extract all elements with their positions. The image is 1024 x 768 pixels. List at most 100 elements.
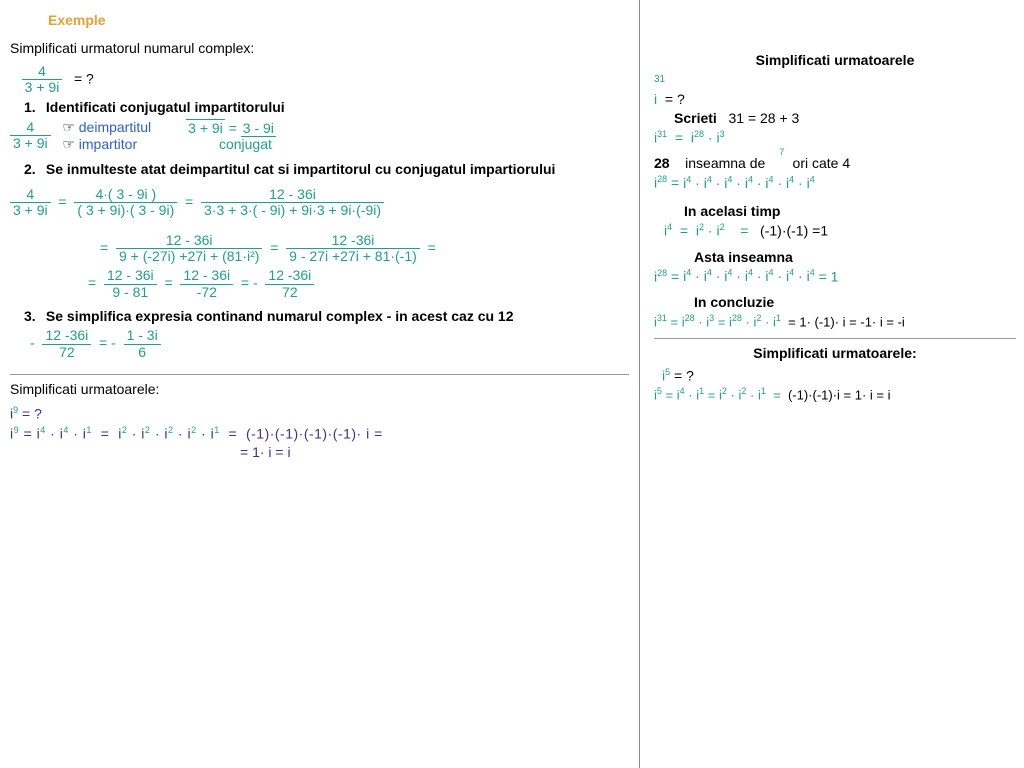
txt-concl: In concluzie (694, 294, 1016, 310)
r2b-eq1: = (100, 239, 108, 255)
l5: i28 = i4 · i4 · i4 · i4 · i4 · i4 · i4 =… (654, 268, 1016, 285)
scrieti: Scrieti (674, 110, 717, 126)
r3-minus: - (30, 335, 35, 351)
i9-d5: · (178, 425, 183, 441)
row2b: = 12 - 36i9 + (-27i) +27i + (81·i²) = 12… (100, 233, 629, 265)
i9-d1: · (50, 425, 55, 441)
i5-e: 5 (665, 367, 670, 377)
i9-rhs2: = 1· i = i (240, 444, 291, 460)
i5-question: i5 = ? (662, 367, 1016, 384)
r2a-d2: ( 3 + 9i)·( 3 - 9i) (74, 202, 177, 218)
i9-e4a: 4 (40, 425, 46, 435)
r2c-eq1: = (88, 275, 96, 291)
label-impartitor: impartitor (79, 136, 137, 152)
l7: i5 = i4 · i1 = i2 · i2 · i1 = (-1)·(-1)·… (654, 386, 1016, 402)
step-1: 1. Identificati conjugatul impartitorulu… (24, 99, 629, 115)
l7-e1b: 1 (761, 386, 766, 396)
l7-e2a: 2 (722, 386, 727, 396)
i9-d6: · (201, 425, 206, 441)
heading-r2: Simplificati urmatoarele: (654, 345, 1016, 361)
page: Exemple Simplificati urmatorul numarul c… (0, 0, 1024, 768)
conj-eq: = (229, 120, 237, 136)
i31-e: 31 (654, 74, 665, 85)
i31-b: i (654, 91, 657, 107)
l7-d1: · (688, 388, 692, 403)
r2c-n2: 12 - 36i (180, 268, 233, 283)
l5-eq: = (671, 268, 679, 284)
l2-d: · (708, 129, 713, 145)
row3: - 12 -36i72 = - 1 - 3i6 (30, 328, 629, 360)
initial-fraction: 43 + 9i = ? (10, 64, 629, 96)
title-exemple: Exemple (48, 12, 629, 28)
i9-e2d: 2 (191, 425, 197, 435)
r2a-eq2: = (185, 193, 193, 209)
step2-num: 2. (24, 161, 42, 177)
i9-e4b: 4 (63, 425, 69, 435)
heading-r1: Simplificati urmatoarele (654, 52, 1016, 68)
l6-e28b: 28 (685, 313, 695, 323)
txt-asta: Asta inseamna (694, 249, 1016, 265)
r2a-n2: 4·( 3 - 9i ) (74, 187, 177, 202)
step1-detail: 43 + 9i ☞ deimpartitul ☞ impartitor 3 + … (10, 119, 629, 153)
line-28-txt: 28 inseamna de 7 ori cate 4 (654, 155, 1016, 171)
l6-e28c: 28 (732, 313, 742, 323)
l6-d3: · (765, 315, 769, 330)
r2c-eq3: = - (241, 275, 258, 291)
conj-right: 3 - 9i (241, 120, 276, 137)
l2-eq: = (675, 129, 683, 145)
pointer-icon: ☞ (62, 119, 75, 135)
l6-d2: · (746, 315, 750, 330)
l7-eq: = (666, 388, 674, 403)
l7-eq2: = (708, 388, 716, 403)
l4-e2a: 2 (699, 222, 704, 232)
l7-d3: · (750, 388, 754, 403)
t28: 28 (654, 155, 670, 171)
heading-simplify-i9: Simplificati urmatoarele: (10, 381, 629, 397)
i9-d2: · (73, 425, 78, 441)
step-3: 3. Se simplifica expresia continand numa… (24, 308, 629, 324)
l7-e5: 5 (657, 386, 662, 396)
r2a-eq1: = (58, 193, 66, 209)
step3-text: Se simplifica expresia continand numarul… (46, 308, 514, 324)
conj-label: conjugat (219, 136, 272, 152)
i9-eq3: = (228, 425, 237, 441)
step1-num: 1. (24, 99, 42, 115)
l4: i4 = i2 · i2 = (-1)·(-1) =1 (664, 222, 1016, 239)
right-column: Simplificati urmatoarele 31 i = ? Scriet… (640, 0, 1024, 768)
i9-e2a: 2 (122, 425, 128, 435)
r3-d1: 72 (42, 344, 91, 360)
i9-eq1: = (24, 425, 33, 441)
i9-eq2: = (101, 425, 110, 441)
t28-ins: inseamna de (685, 155, 765, 171)
r2c-n3: 12 -36i (265, 268, 314, 283)
step1-text: Identificati conjugatul impartitorului (46, 99, 285, 115)
l7-e4: 4 (680, 386, 685, 396)
i9-result: = 1· i = i (240, 444, 629, 460)
l7-d2: · (731, 388, 735, 403)
r2a-d1: 3 + 9i (10, 202, 51, 218)
i31-q: = ? (665, 91, 685, 107)
r2b-d1: 9 + (-27i) +27i + (81·i²) (116, 248, 262, 264)
step2-text: Se inmulteste atat deimpartitul cat si i… (46, 161, 556, 177)
l7-e2b: 2 (741, 386, 746, 396)
l6-e31: 31 (657, 313, 667, 323)
l4-d: · (708, 223, 713, 239)
i9-question: i9 = ? (10, 405, 629, 422)
i9-rhs1: (-1)·(-1)·(-1)·(-1)· i = (246, 425, 383, 441)
s1-num: 4 (10, 120, 51, 135)
l3-seq: i4 · i4 · i4 · i4 · i4 · i4 · i4 (683, 175, 815, 191)
l2-e28: 28 (694, 129, 704, 139)
l6-eq2: = (718, 315, 726, 330)
heading-simplify-complex: Simplificati urmatorul numarul complex: (10, 40, 629, 56)
left-column: Exemple Simplificati urmatorul numarul c… (0, 0, 640, 768)
l3: i28 = i4 · i4 · i4 · i4 · i4 · i4 · i4 (654, 174, 1016, 191)
i9-s9: 9 (14, 425, 20, 435)
row2a: 43 + 9i = 4·( 3 - 9i )( 3 + 9i)·( 3 - 9i… (10, 187, 629, 219)
r2c-d2: -72 (180, 284, 233, 300)
frac-den: 3 + 9i (22, 79, 63, 95)
step3-num: 3. (24, 308, 42, 324)
r2b-n1: 12 - 36i (116, 233, 262, 248)
row2c: = 12 - 36i9 - 81 = 12 - 36i-72 = - 12 -3… (88, 268, 629, 300)
l4-e2b: 2 (720, 222, 725, 232)
r2b-eq2: = (270, 239, 278, 255)
